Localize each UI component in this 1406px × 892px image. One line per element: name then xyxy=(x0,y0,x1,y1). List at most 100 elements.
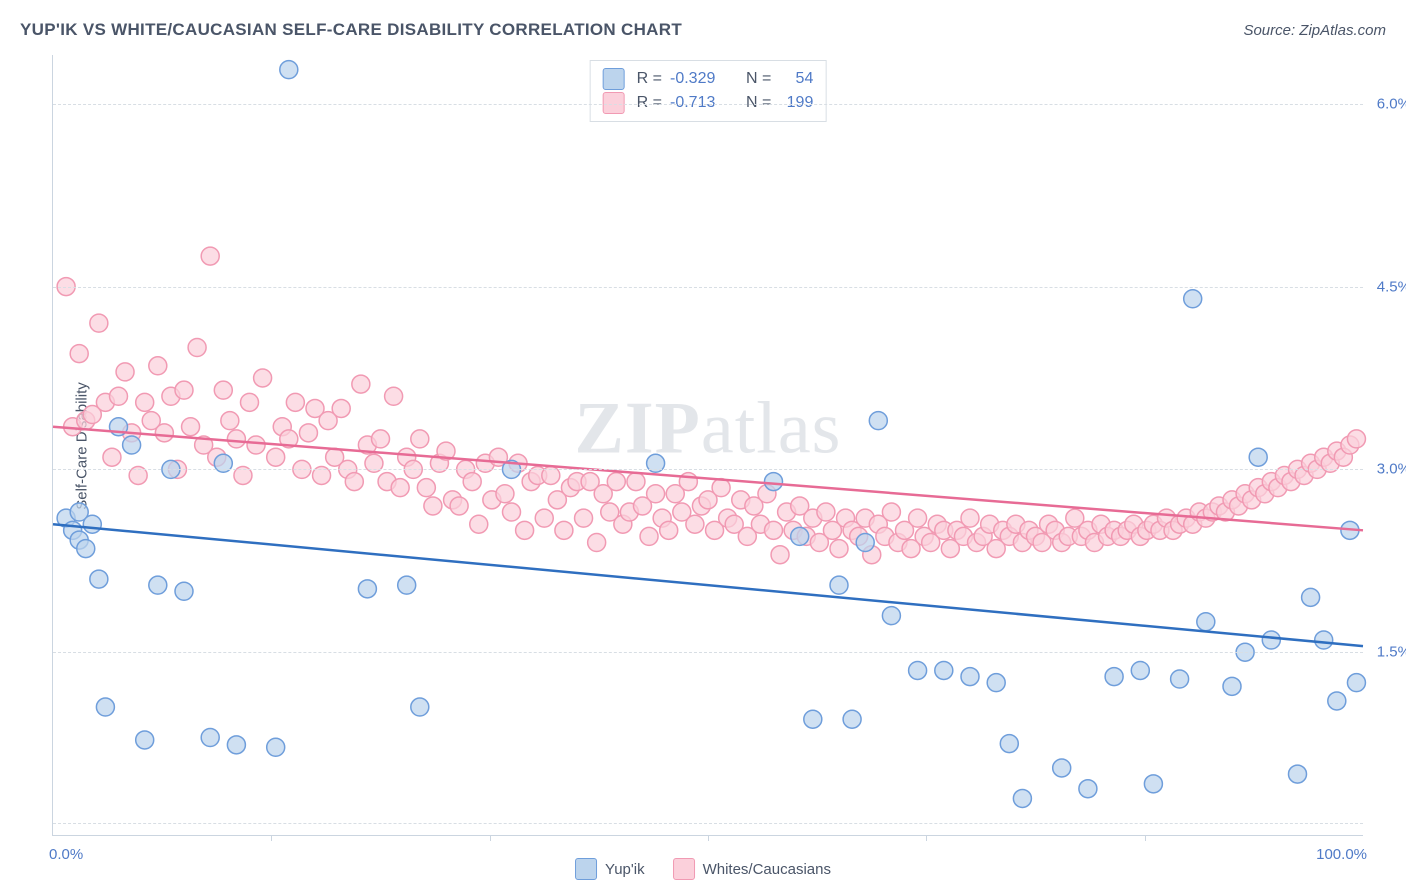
scatter-point-whites xyxy=(182,418,200,436)
y-tick-label: 6.0% xyxy=(1377,95,1406,112)
scatter-point-yupik xyxy=(1105,668,1123,686)
scatter-point-yupik xyxy=(765,473,783,491)
scatter-point-whites xyxy=(90,314,108,332)
scatter-point-whites xyxy=(188,339,206,357)
scatter-point-whites xyxy=(463,473,481,491)
scatter-point-whites xyxy=(470,515,488,533)
scatter-point-whites xyxy=(299,424,317,442)
scatter-point-yupik xyxy=(123,436,141,454)
scatter-point-whites xyxy=(241,393,259,411)
scatter-point-whites xyxy=(385,387,403,405)
chart-title: YUP'IK VS WHITE/CAUCASIAN SELF-CARE DISA… xyxy=(20,20,682,40)
scatter-point-yupik xyxy=(856,534,874,552)
scatter-point-whites xyxy=(575,509,593,527)
n-label: N = xyxy=(746,67,771,91)
scatter-point-whites xyxy=(830,540,848,558)
scatter-point-yupik xyxy=(987,674,1005,692)
x-tick-mark xyxy=(490,835,491,841)
scatter-point-yupik xyxy=(201,729,219,747)
scatter-point-yupik xyxy=(830,576,848,594)
legend-stats-row-1: R = -0.329 N = 54 xyxy=(603,67,814,91)
grid-line xyxy=(53,469,1363,470)
scatter-point-whites xyxy=(640,527,658,545)
scatter-point-whites xyxy=(450,497,468,515)
scatter-point-whites xyxy=(765,521,783,539)
scatter-point-yupik xyxy=(149,576,167,594)
scatter-point-yupik xyxy=(1328,692,1346,710)
scatter-point-yupik xyxy=(1000,735,1018,753)
scatter-point-whites xyxy=(417,479,435,497)
source-label: Source: ZipAtlas.com xyxy=(1243,22,1386,39)
scatter-point-yupik xyxy=(1347,674,1365,692)
scatter-point-whites xyxy=(149,357,167,375)
scatter-point-yupik xyxy=(227,736,245,754)
y-tick-label: 3.0% xyxy=(1377,461,1406,478)
scatter-point-yupik xyxy=(935,661,953,679)
scatter-point-whites xyxy=(175,381,193,399)
scatter-point-whites xyxy=(496,485,514,503)
scatter-point-whites xyxy=(110,387,128,405)
scatter-point-whites xyxy=(882,503,900,521)
scatter-point-yupik xyxy=(961,668,979,686)
scatter-point-whites xyxy=(607,473,625,491)
scatter-point-yupik xyxy=(1184,290,1202,308)
scatter-point-whites xyxy=(227,430,245,448)
trend-line-yupik xyxy=(53,524,1363,646)
r-label: R = xyxy=(637,67,662,91)
scatter-point-whites xyxy=(535,509,553,527)
scatter-point-whites xyxy=(116,363,134,381)
scatter-point-yupik xyxy=(791,527,809,545)
legend-label-yupik: Yup'ik xyxy=(605,861,645,878)
scatter-point-whites xyxy=(424,497,442,515)
scatter-point-yupik xyxy=(90,570,108,588)
scatter-point-whites xyxy=(267,448,285,466)
scatter-point-yupik xyxy=(869,412,887,430)
scatter-point-whites xyxy=(247,436,265,454)
legend-swatch-yupik-bottom xyxy=(575,858,597,880)
plot-area: ZIPatlas R = -0.329 N = 54 R = -0.713 N … xyxy=(52,55,1363,836)
scatter-point-whites xyxy=(817,503,835,521)
scatter-point-whites xyxy=(332,399,350,417)
scatter-point-whites xyxy=(345,473,363,491)
chart-container: YUP'IK VS WHITE/CAUCASIAN SELF-CARE DISA… xyxy=(0,0,1406,892)
x-tick-mark xyxy=(271,835,272,841)
scatter-point-yupik xyxy=(1053,759,1071,777)
scatter-point-whites xyxy=(588,534,606,552)
scatter-point-whites xyxy=(686,515,704,533)
x-tick-mark xyxy=(708,835,709,841)
scatter-point-yupik xyxy=(843,710,861,728)
title-bar: YUP'IK VS WHITE/CAUCASIAN SELF-CARE DISA… xyxy=(20,20,1386,40)
x-tick-right: 100.0% xyxy=(1316,846,1367,863)
scatter-point-yupik xyxy=(267,738,285,756)
scatter-point-whites xyxy=(391,479,409,497)
scatter-point-yupik xyxy=(77,540,95,558)
scatter-point-whites xyxy=(221,412,239,430)
legend-bottom: Yup'ik Whites/Caucasians xyxy=(575,858,831,880)
r-value-yupik: -0.329 xyxy=(670,67,730,91)
scatter-point-yupik xyxy=(882,607,900,625)
scatter-point-yupik xyxy=(136,731,154,749)
scatter-point-yupik xyxy=(1262,631,1280,649)
scatter-point-whites xyxy=(136,393,154,411)
scatter-point-whites xyxy=(155,424,173,442)
scatter-point-yupik xyxy=(1013,789,1031,807)
scatter-point-yupik xyxy=(280,61,298,79)
scatter-point-yupik xyxy=(1171,670,1189,688)
scatter-point-yupik xyxy=(1144,775,1162,793)
scatter-point-yupik xyxy=(1249,448,1267,466)
scatter-point-whites xyxy=(372,430,390,448)
legend-item-whites: Whites/Caucasians xyxy=(673,858,831,880)
scatter-point-whites xyxy=(627,473,645,491)
scatter-point-yupik xyxy=(909,661,927,679)
grid-line xyxy=(53,823,1363,824)
legend-swatch-yupik xyxy=(603,68,625,90)
scatter-point-whites xyxy=(201,247,219,265)
scatter-point-whites xyxy=(909,509,927,527)
scatter-point-yupik xyxy=(83,515,101,533)
scatter-point-whites xyxy=(352,375,370,393)
scatter-point-yupik xyxy=(96,698,114,716)
scatter-point-whites xyxy=(647,485,665,503)
scatter-point-yupik xyxy=(1079,780,1097,798)
scatter-point-yupik xyxy=(1223,677,1241,695)
scatter-point-yupik xyxy=(358,580,376,598)
